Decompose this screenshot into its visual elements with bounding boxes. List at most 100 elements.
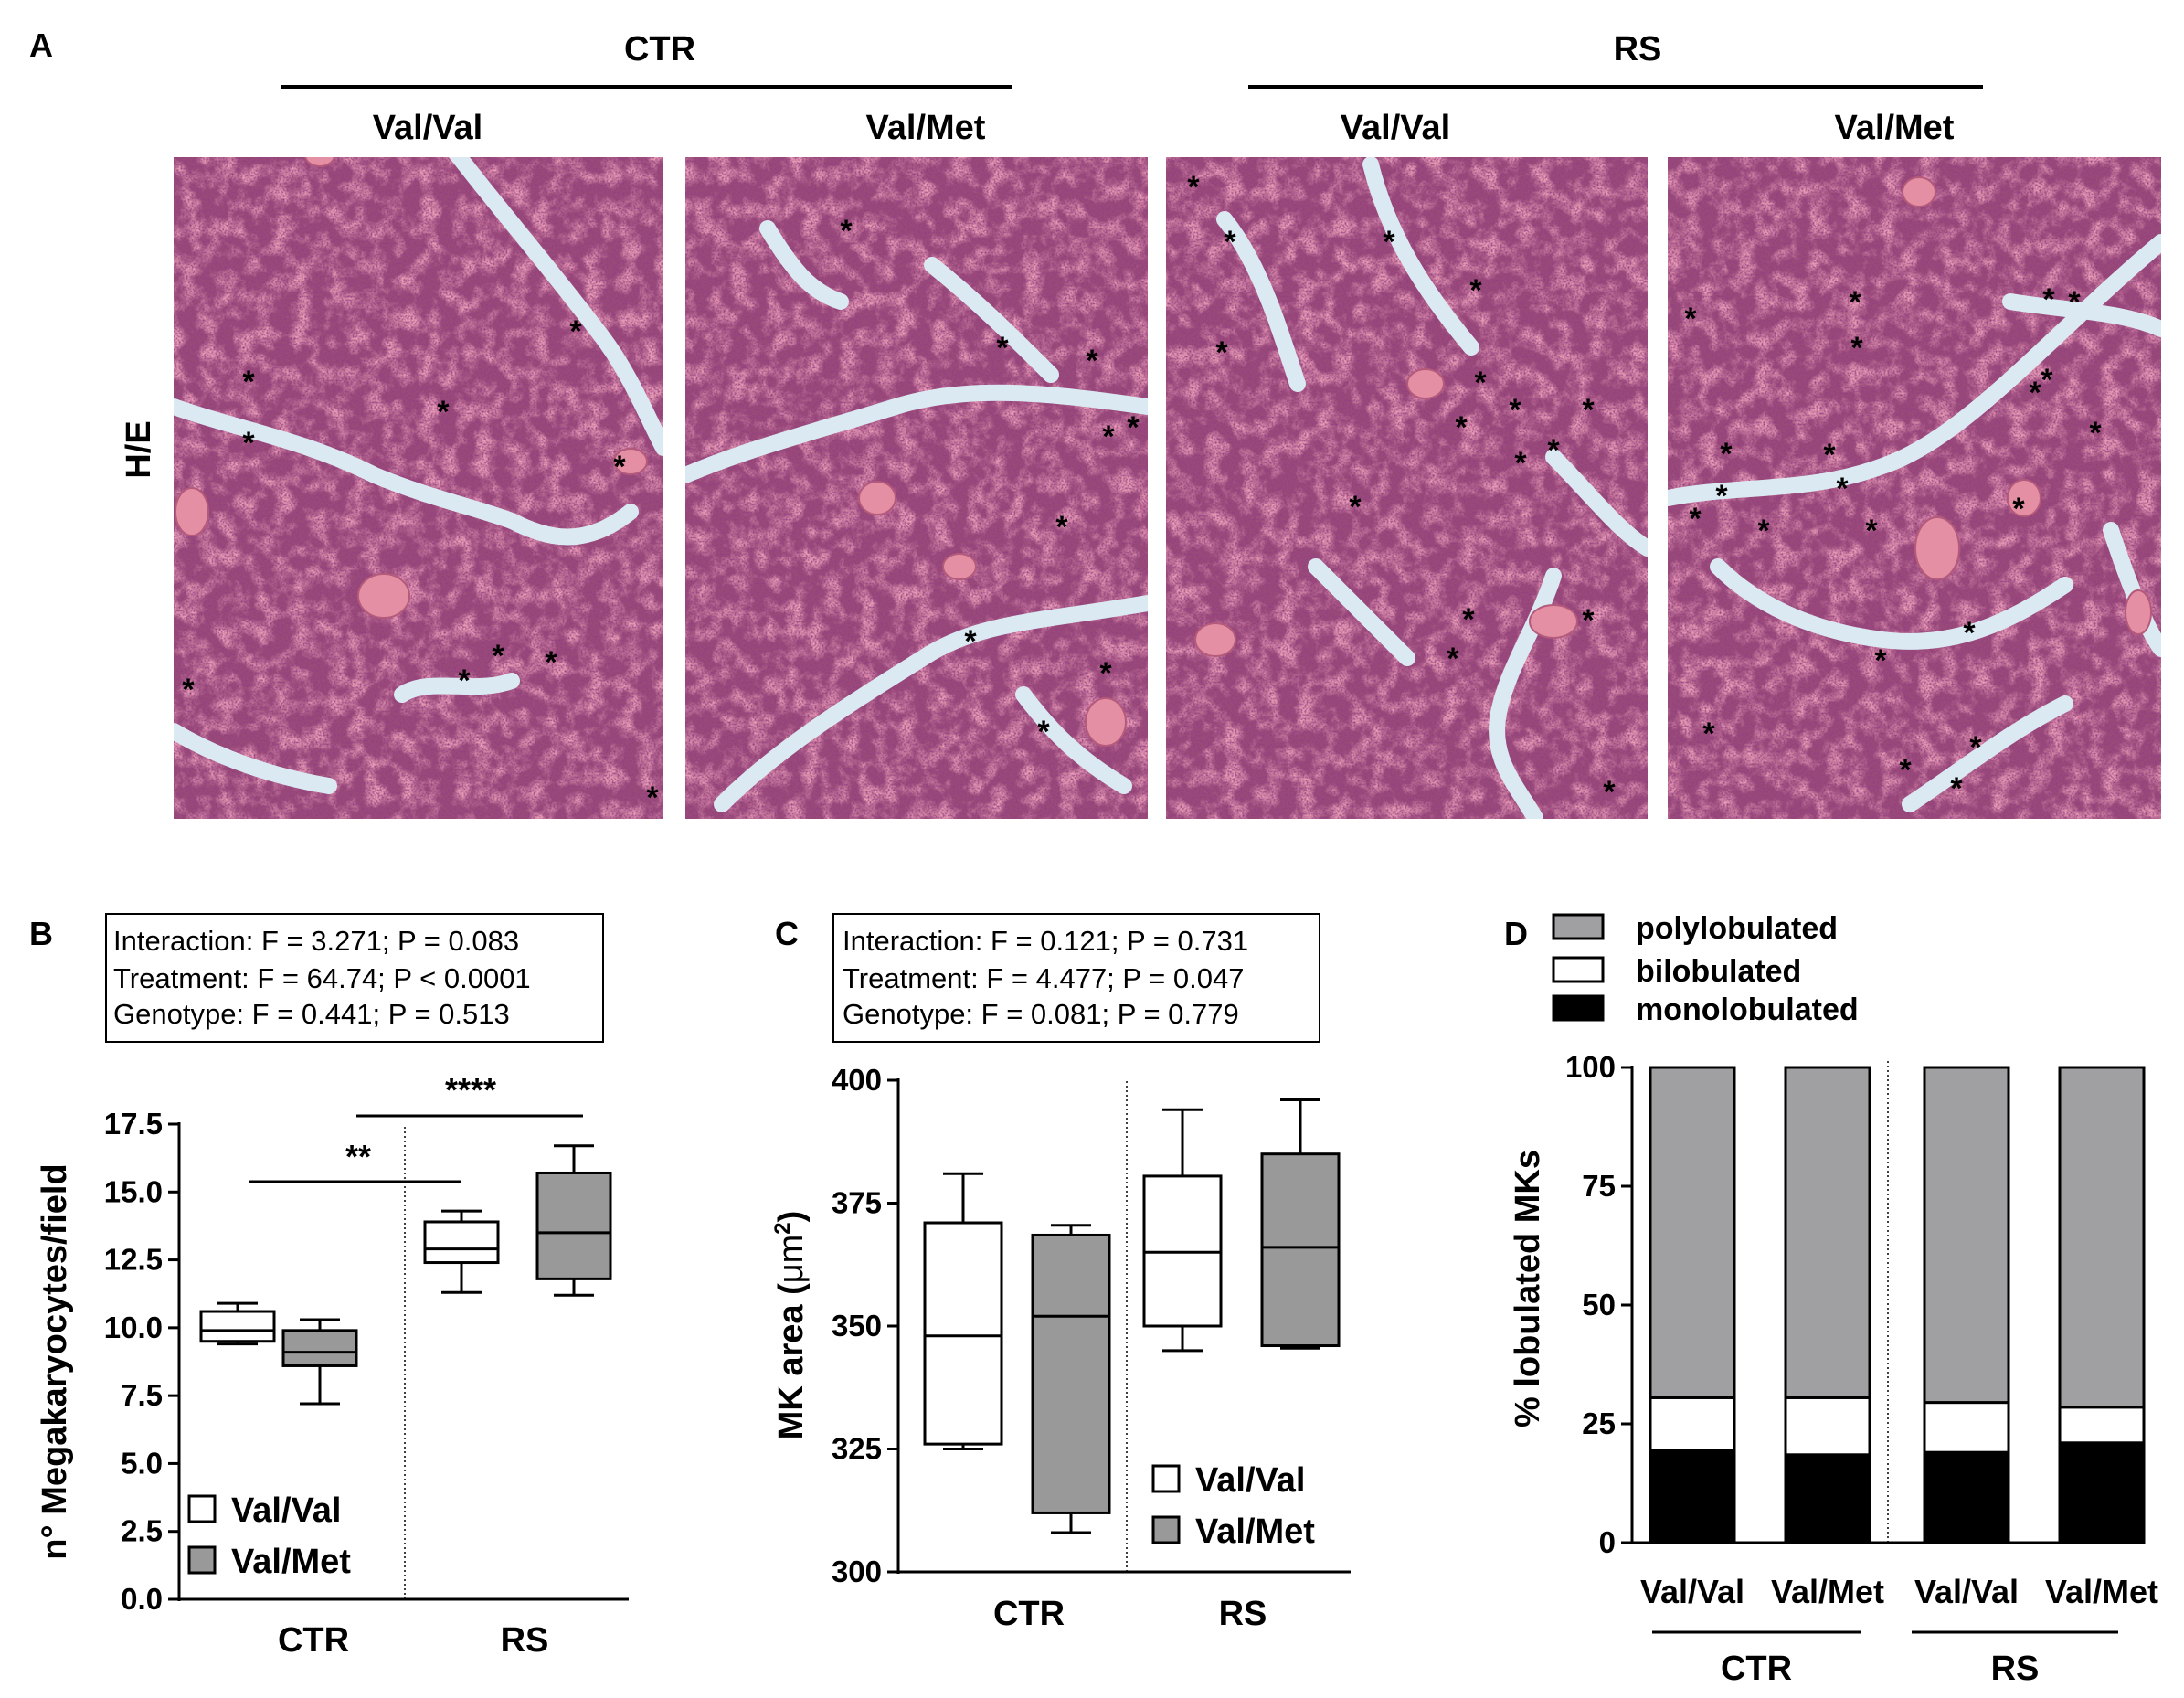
y-tick-label: 15.0 bbox=[104, 1174, 163, 1208]
megakaryocyte-marker: * bbox=[1127, 410, 1140, 445]
panel-c-letter: C bbox=[775, 915, 799, 952]
legend-swatch bbox=[187, 1494, 217, 1523]
legend-swatch bbox=[1151, 1515, 1181, 1544]
megakaryocyte-marker: * bbox=[1603, 775, 1616, 810]
megakaryocyte-marker: * bbox=[1462, 602, 1475, 637]
bar-segment-monolobulated bbox=[1784, 1453, 1871, 1544]
y-tick-label: 0.0 bbox=[121, 1582, 163, 1616]
legend-label: bilobulated bbox=[1636, 954, 1801, 989]
y-axis-label: % lobulated MKs bbox=[1509, 1150, 1547, 1427]
tissue-gap bbox=[1710, 558, 2073, 650]
tissue-gap bbox=[504, 504, 639, 546]
y-tick-label: 100 bbox=[1565, 1050, 1616, 1084]
micrograph-tile: * * * *** ******* * ***** *** bbox=[1668, 157, 2161, 819]
vessel-spot bbox=[304, 157, 335, 167]
megakaryocyte-marker: * bbox=[1715, 479, 1728, 514]
tissue-gap bbox=[449, 157, 663, 456]
y-tick-label: 10.0 bbox=[104, 1311, 163, 1344]
y-axis-label: n° Megakaryocytes/field bbox=[36, 1163, 74, 1559]
panel-b-letter: B bbox=[29, 915, 53, 952]
group-label-ctr: CTR bbox=[624, 30, 695, 69]
box-iqr bbox=[923, 1221, 1003, 1446]
megakaryocyte-marker: * bbox=[1849, 285, 1861, 320]
box-iqr bbox=[535, 1171, 612, 1280]
legend-label: Val/Met bbox=[231, 1543, 351, 1581]
micrograph-group: ****** ****** ** ************* ***** **** * * **… bbox=[174, 157, 2161, 819]
megakaryocyte-marker: * bbox=[1383, 225, 1395, 260]
panel-a-letter: A bbox=[29, 27, 53, 64]
x-group-label: RS bbox=[501, 1621, 549, 1660]
legend-swatch bbox=[1552, 913, 1605, 940]
tissue-gap bbox=[1902, 695, 2073, 812]
micrograph-image: * * * * * * * * * bbox=[685, 157, 1148, 819]
bar-segment-bilobulated bbox=[1649, 1396, 1736, 1452]
y-tick-label: 50 bbox=[1582, 1288, 1616, 1321]
megakaryocyte-marker: * bbox=[1102, 419, 1115, 454]
megakaryocyte-marker: * bbox=[1823, 438, 1836, 472]
megakaryocyte-marker: * bbox=[964, 624, 977, 659]
megakaryocyte-marker: * bbox=[545, 645, 557, 680]
vessel-spot bbox=[613, 448, 648, 475]
x-group-label: CTR bbox=[278, 1621, 349, 1660]
vessel-spot bbox=[357, 573, 410, 619]
megakaryocyte-marker: * bbox=[1215, 335, 1228, 370]
megakaryocyte-marker: * bbox=[2012, 492, 2025, 526]
megakaryocyte-marker: * bbox=[2029, 376, 2041, 410]
tissue-gap bbox=[1362, 157, 1479, 356]
box-iqr bbox=[1031, 1233, 1111, 1514]
y-tick-label: 2.5 bbox=[121, 1514, 163, 1548]
panel-a: A CTR RS Val/Val Val/Met Val/Val Val/Met… bbox=[29, 27, 2161, 819]
legend-swatch bbox=[187, 1545, 217, 1575]
megakaryocyte-marker: * bbox=[1037, 715, 1050, 749]
megakaryocyte-marker: * bbox=[2089, 416, 2102, 451]
y-tick-label: 0 bbox=[1599, 1525, 1616, 1559]
y-tick-label: 75 bbox=[1582, 1169, 1616, 1203]
megakaryocyte-marker: * bbox=[1684, 302, 1697, 336]
legend-label: monolobulated bbox=[1636, 992, 1859, 1027]
significance-label: **** bbox=[445, 1071, 496, 1109]
tissue-gap bbox=[1216, 211, 1306, 392]
megakaryocyte-marker: * bbox=[646, 780, 659, 815]
legend-swatch bbox=[1552, 994, 1605, 1022]
x-tick-label: Val/Val bbox=[1640, 1573, 1744, 1610]
box-iqr bbox=[1260, 1152, 1341, 1348]
column-label: Val/Val bbox=[373, 109, 482, 147]
megakaryocyte-marker: * bbox=[2068, 285, 2081, 320]
megakaryocyte-marker: * bbox=[1702, 716, 1715, 751]
vessel-spot bbox=[858, 481, 896, 515]
megakaryocyte-marker: * bbox=[1224, 225, 1236, 260]
y-tick-label: 5.0 bbox=[121, 1446, 163, 1480]
megakaryocyte-marker: * bbox=[242, 426, 255, 461]
megakaryocyte-marker: * bbox=[613, 450, 626, 484]
legend-label: Val/Val bbox=[231, 1491, 341, 1530]
y-tick-label: 12.5 bbox=[104, 1243, 163, 1277]
stats-line: Treatment: F = 64.74; P < 0.0001 bbox=[113, 962, 531, 994]
megakaryocyte-marker: * bbox=[1474, 366, 1487, 400]
stats-line: Genotype: F = 0.081; P = 0.779 bbox=[843, 998, 1239, 1030]
megakaryocyte-marker: * bbox=[1086, 344, 1098, 378]
bar-segment-bilobulated bbox=[2058, 1406, 2146, 1445]
stats-line: Interaction: F = 0.121; P = 0.731 bbox=[843, 925, 1248, 957]
megakaryocyte-marker: * bbox=[458, 663, 471, 698]
x-tick-label: Val/Met bbox=[2045, 1573, 2158, 1610]
megakaryocyte-marker: * bbox=[1963, 616, 1976, 651]
column-label: Val/Val bbox=[1341, 109, 1450, 147]
megakaryocyte-marker: * bbox=[1582, 603, 1595, 638]
vessel-spot bbox=[942, 553, 977, 580]
y-tick-label: 400 bbox=[832, 1063, 882, 1097]
megakaryocyte-marker: * bbox=[1865, 514, 1878, 548]
megakaryocyte-marker: * bbox=[1582, 393, 1595, 428]
vessel-spot bbox=[175, 487, 209, 536]
vessel-spot bbox=[1085, 697, 1127, 747]
megakaryocyte-marker: * bbox=[1720, 437, 1733, 472]
x-tick-label: Val/Met bbox=[1771, 1573, 1884, 1610]
megakaryocyte-marker: * bbox=[1187, 170, 1200, 205]
bar-segment-bilobulated bbox=[1923, 1401, 2010, 1454]
x-group-label: RS bbox=[1219, 1595, 1267, 1633]
megakaryocyte-marker: * bbox=[1899, 753, 1912, 788]
bar-segment-bilobulated bbox=[1784, 1396, 1871, 1457]
megakaryocyte-marker: * bbox=[1757, 514, 1770, 548]
x-tick-label: Val/Val bbox=[1914, 1573, 2019, 1610]
panel-d-letter: D bbox=[1504, 915, 1528, 952]
